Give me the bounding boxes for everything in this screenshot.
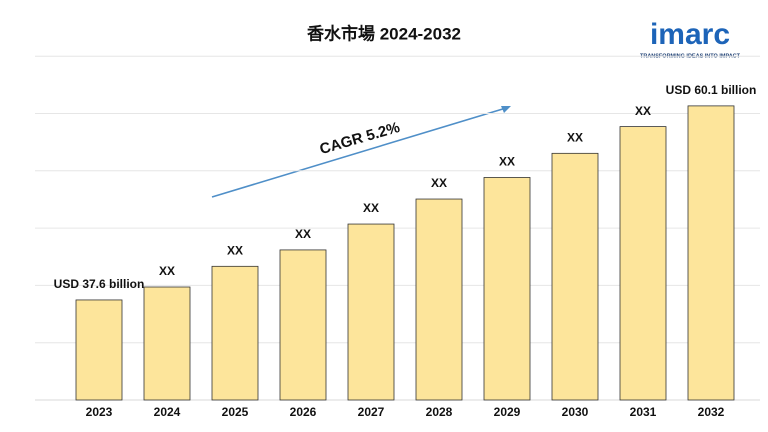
x-tick-label: 2025: [222, 405, 249, 419]
value-label: USD 37.6 billion: [54, 277, 145, 291]
bar: [687, 105, 735, 401]
x-tick-label: 2030: [562, 405, 589, 419]
bar: [415, 198, 463, 401]
value-label: USD 60.1 billion: [666, 83, 757, 97]
x-tick-label: 2029: [494, 405, 521, 419]
bar: [483, 177, 531, 401]
value-label: XX: [295, 227, 311, 241]
logo-text: imarc: [650, 18, 730, 51]
bar: [347, 223, 395, 401]
value-label: XX: [499, 155, 515, 169]
value-label: XX: [159, 264, 175, 278]
value-label: XX: [635, 104, 651, 118]
value-label: XX: [227, 243, 243, 257]
x-tick-label: 2024: [154, 405, 181, 419]
value-label: XX: [363, 201, 379, 215]
x-tick-label: 2027: [358, 405, 385, 419]
bar: [143, 286, 191, 401]
chart-title: 香水市場 2024-2032: [307, 23, 461, 43]
cagr-arrow: [211, 106, 511, 198]
x-tick-label: 2026: [290, 405, 317, 419]
x-tick-label: 2031: [630, 405, 657, 419]
bar: [279, 249, 327, 401]
value-label: XX: [567, 130, 583, 144]
bar: [551, 152, 599, 401]
x-tick-label: 2032: [698, 405, 725, 419]
value-label: XX: [431, 176, 447, 190]
bar: [211, 265, 259, 401]
bar: [75, 299, 123, 401]
bar: [619, 126, 667, 401]
x-tick-label: 2023: [86, 405, 113, 419]
x-tick-label: 2028: [426, 405, 453, 419]
